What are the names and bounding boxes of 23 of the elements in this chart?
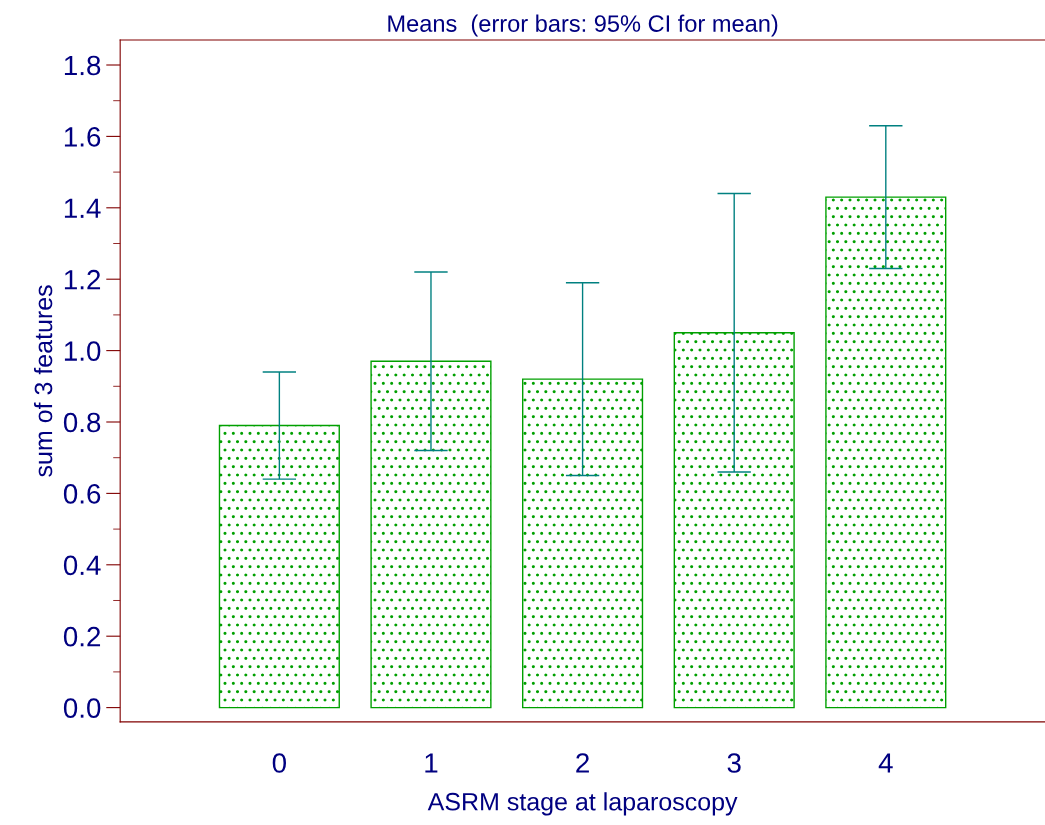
x-tick-label: 2 [576, 753, 589, 773]
y-tick-label: 0.8 [63, 412, 101, 433]
y-tick-label: 0.0 [63, 698, 101, 718]
bar [522, 378, 644, 709]
y-tick-label: 0.2 [63, 626, 101, 647]
x-tick-label: 0 [272, 753, 286, 773]
y-axis-title: sum of 3 features [33, 285, 53, 477]
y-tick-label: 1.4 [64, 198, 101, 218]
y-tick-label: 1.8 [64, 55, 101, 76]
y-tick-label: 1.6 [64, 127, 101, 147]
bar [673, 332, 795, 709]
bar [218, 424, 340, 709]
x-tick-label: 1 [425, 753, 438, 773]
x-tick-label: 3 [727, 753, 741, 773]
chart-title: Means (error bars: 95% CI for mean) [388, 14, 778, 37]
y-tick-label: 1.0 [64, 341, 101, 361]
y-tick-label: 0.6 [63, 484, 101, 504]
bar [370, 360, 492, 709]
bar [825, 196, 947, 709]
x-axis-title: ASRM stage at laparoscopy [427, 792, 738, 816]
x-tick-label: 4 [878, 753, 893, 773]
y-tick-label: 1.2 [64, 269, 101, 290]
y-tick-label: 0.4 [63, 555, 101, 576]
